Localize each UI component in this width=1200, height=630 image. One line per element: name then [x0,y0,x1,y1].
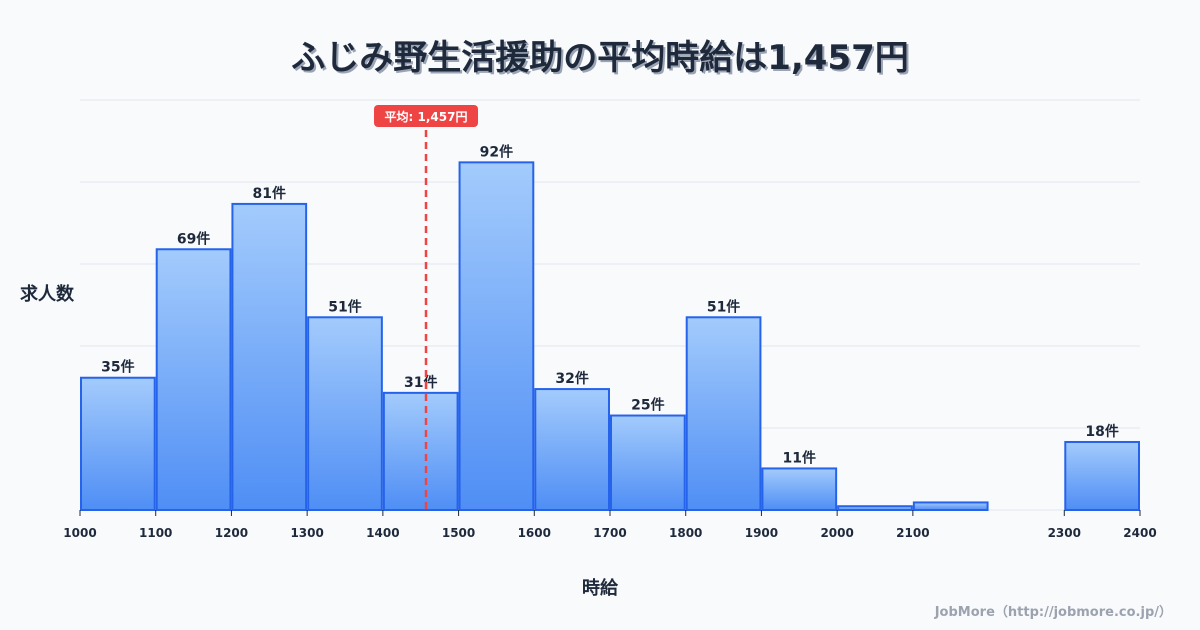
x-tick-label: 2300 [1048,526,1081,540]
histogram-bar [912,501,989,511]
x-axis: 1000 1100 1200 1300 1400 1500 1600 1700 1800 1900… [63,510,1157,540]
histogram-bar [307,316,383,511]
x-tick-label: 1400 [366,526,399,540]
average-badge [374,105,479,127]
bar-value-label: 11件 [783,449,816,466]
x-tick-label: 2100 [896,526,929,540]
credit-text: JobMore（http://jobmore.co.jp/） [934,605,1172,620]
chart-title: ふじみ野生活援助の平均時給は1,457円 [291,38,909,78]
x-axis-label: 時給 [582,578,618,599]
x-tick-label: 1300 [290,526,323,540]
x-tick-label: 1100 [139,526,172,540]
histogram-bar [382,391,459,512]
bars: 35件 69件 81件 51件 31件 92件 32件 25件 51件 11件 18件 [80,143,1141,512]
bar-value-label: 31件 [404,374,437,391]
x-tick-label: 1000 [63,526,96,540]
bar-value-label: 69件 [177,230,210,247]
average-label: 平均: 1,457円 [385,109,468,124]
bar-value-label: 18件 [1085,423,1118,440]
histogram-bar [610,414,686,512]
bar-value-label: 25件 [631,397,664,414]
y-axis-label: 求人数 [20,284,74,305]
bar-value-label: 92件 [480,143,513,160]
histogram-bar [685,316,762,511]
histogram-bar [231,202,308,511]
histogram-bar [1064,440,1141,511]
bar-value-label: 51件 [328,298,361,315]
x-tick-label: 1700 [593,526,626,540]
average-marker: 平均: 1,457円 [374,105,479,510]
x-tick-label: 2400 [1123,526,1156,540]
x-tick-label: 1200 [215,526,248,540]
histogram-bar [534,388,610,511]
histogram-bar [761,467,838,511]
x-tick-label: 2000 [820,526,853,540]
x-tick-label: 1900 [745,526,778,540]
x-tick-label: 1800 [669,526,702,540]
bar-value-label: 81件 [253,185,286,202]
bar-value-label: 32件 [555,370,588,387]
x-tick-label: 1600 [518,526,551,540]
histogram-bar [837,505,913,511]
histogram-bar [80,376,156,512]
histogram-bar [458,161,535,512]
bar-value-label: 51件 [707,298,740,315]
histogram-bar [155,248,232,512]
x-tick-label: 1500 [442,526,475,540]
bar-value-label: 35件 [101,359,134,376]
